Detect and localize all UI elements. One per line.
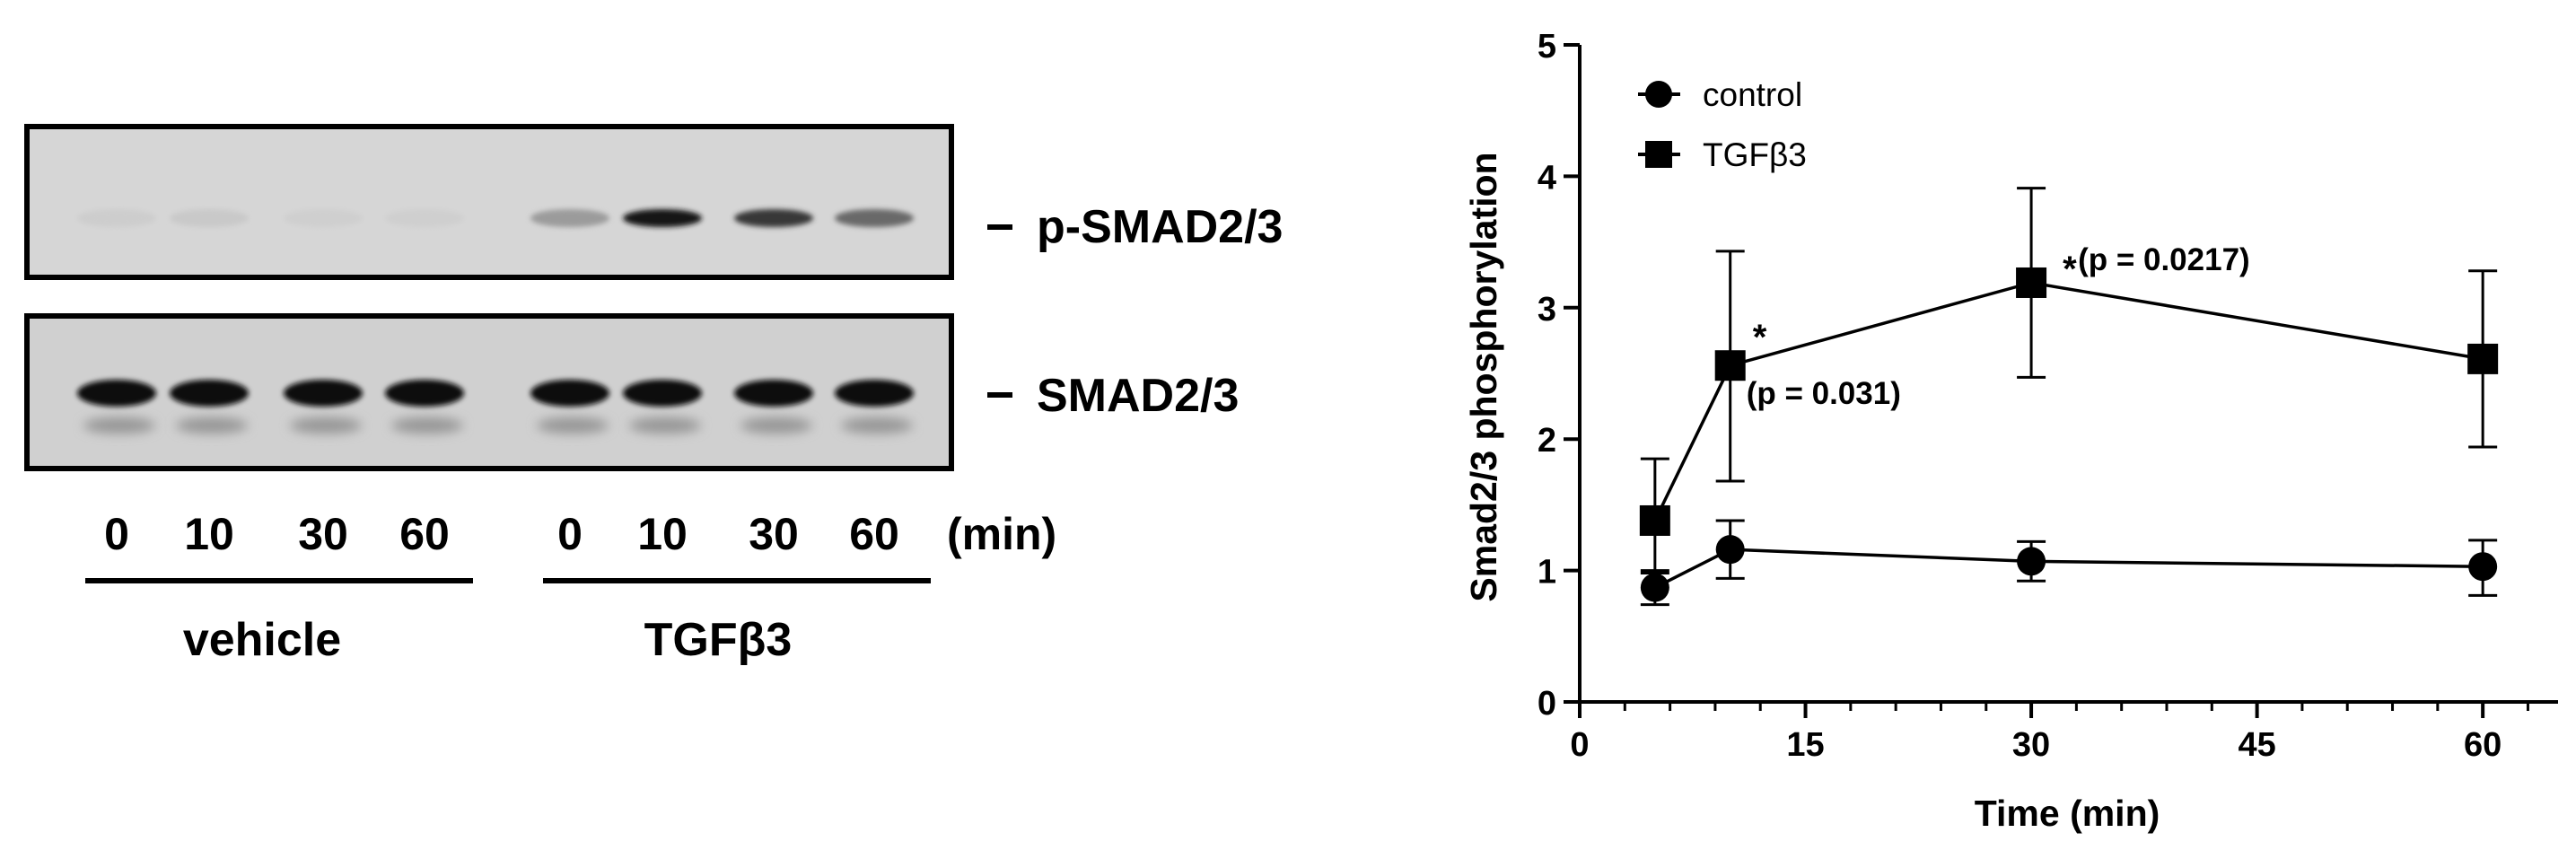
lane-label: 60 [849, 509, 899, 559]
y-axis-title: Smad2/3 phosphorylation [1463, 152, 1504, 601]
lane-label: 0 [104, 509, 129, 559]
legend-label-control: control [1703, 76, 1802, 113]
blot-band-faint [83, 417, 155, 434]
x-tick-label: 30 [2012, 726, 2050, 764]
significance-star: * [1753, 318, 1767, 357]
legend-marker-control [1645, 81, 1672, 108]
blot-band [170, 380, 249, 407]
row-label-p-smad: p-SMAD2/3 [1037, 201, 1283, 253]
blot-band-faint [629, 417, 701, 434]
blot-band-faint [841, 417, 913, 434]
legend: control TGFβ3 [1638, 76, 1807, 173]
blot-band [835, 209, 914, 227]
p-value-label: (p = 0.031) [1747, 376, 1901, 411]
lane-label: 30 [298, 509, 348, 559]
data-point [1714, 350, 1746, 381]
lane-label: 30 [749, 509, 799, 559]
significance-star: * [2063, 250, 2077, 289]
data-point [2468, 552, 2498, 582]
blot-band-faint [290, 417, 362, 434]
lane-label: 0 [557, 509, 583, 559]
unit-label: (min) [947, 509, 1056, 559]
blot-band [77, 209, 156, 227]
blot-band [385, 209, 464, 227]
blot-band [530, 209, 609, 227]
y-tick-label: 1 [1538, 554, 1556, 592]
group-label-tgfb3: TGFβ3 [644, 614, 793, 666]
data-point [2017, 547, 2046, 576]
y-tick-label: 3 [1538, 291, 1556, 329]
blot-band-faint [537, 417, 609, 434]
row-label-smad: SMAD2/3 [1037, 370, 1239, 422]
lane-label: 10 [637, 509, 688, 559]
blot-band [734, 209, 813, 227]
x-tick-label: 60 [2464, 726, 2502, 764]
x-tick-label: 0 [1570, 726, 1589, 764]
blot-band-faint [740, 417, 812, 434]
data-point [2016, 267, 2047, 298]
data-point [1639, 504, 1670, 536]
western-blot-panel: p-SMAD2/3 SMAD2/3 0 10 30 60 0 10 30 60 … [24, 124, 1283, 666]
legend-label-tgfb3: TGFβ3 [1703, 136, 1807, 173]
y-tick-label: 4 [1538, 159, 1556, 197]
band-row-smad [77, 380, 914, 434]
blot-band [385, 380, 464, 407]
data-point [1640, 573, 1669, 602]
lane-label: 60 [399, 509, 450, 559]
blot-band [77, 380, 156, 407]
blot-band [284, 209, 363, 227]
data-point [2467, 343, 2499, 374]
p-value-label: (p = 0.0217) [2078, 242, 2250, 277]
blot-band [530, 380, 609, 407]
group-label-vehicle: vehicle [183, 614, 341, 666]
y-tick-label: 2 [1538, 422, 1556, 460]
y-tick-label: 0 [1538, 685, 1556, 723]
lane-label: 10 [184, 509, 234, 559]
blot-strip-p-smad [24, 124, 954, 280]
y-tick-label: 5 [1538, 28, 1556, 66]
band-row-p-smad [77, 209, 914, 227]
blot-band [623, 380, 702, 407]
series-line [1654, 548, 2484, 590]
legend-marker-tgfb3 [1645, 141, 1672, 168]
blot-band [170, 209, 249, 227]
blot-band [284, 380, 363, 407]
x-axis-title: Time (min) [1975, 793, 2160, 834]
blot-band-faint [176, 417, 248, 434]
blot-band [734, 380, 813, 407]
blot-band [623, 209, 702, 227]
x-tick-label: 45 [2238, 726, 2275, 764]
blot-band [835, 380, 914, 407]
lane-time-labels: 0 10 30 60 0 10 30 60 [104, 509, 899, 559]
data-point [1715, 535, 1745, 565]
x-tick-label: 15 [1786, 726, 1824, 764]
blot-band-faint [391, 417, 463, 434]
series-line [1653, 281, 2484, 522]
